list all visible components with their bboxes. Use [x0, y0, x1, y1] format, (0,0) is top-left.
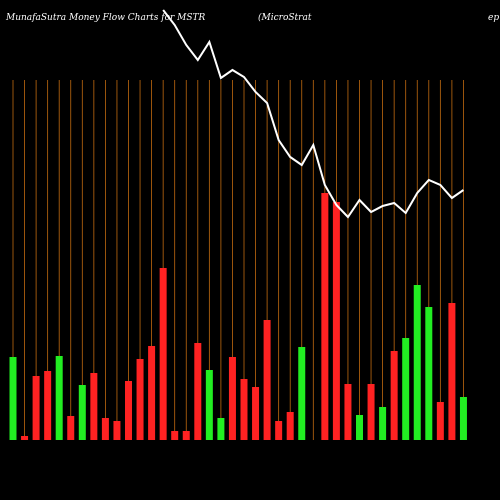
bar [78, 385, 86, 440]
bar [90, 373, 98, 440]
bar [263, 320, 271, 440]
bar [298, 347, 306, 440]
bar [413, 285, 421, 440]
bar [332, 202, 340, 440]
bar [275, 421, 283, 440]
bar [402, 338, 410, 440]
bar [459, 397, 467, 440]
bar [159, 268, 167, 440]
bar [136, 359, 144, 440]
bar [425, 307, 433, 440]
bar [148, 346, 156, 440]
bar [228, 357, 236, 440]
chart-subtitle: (MicroStrat [258, 12, 312, 23]
bar [356, 415, 363, 440]
bar [321, 193, 329, 440]
bar [217, 418, 225, 440]
chart-subtitle-end: ep [488, 13, 499, 23]
bar [21, 436, 29, 440]
bar [113, 421, 121, 440]
bar [367, 384, 375, 440]
bar [390, 351, 398, 440]
bar [379, 407, 387, 440]
bar [55, 356, 63, 440]
chart-title: MunafaSutra Money Flow Charts for MSTR [5, 13, 206, 23]
bar [448, 303, 456, 440]
bar [344, 384, 352, 440]
bar [171, 431, 179, 440]
bar [436, 402, 444, 440]
bar [205, 370, 213, 440]
bar [67, 416, 75, 440]
bar [125, 381, 132, 440]
bar [101, 418, 109, 440]
bar [44, 371, 52, 440]
bar [252, 387, 260, 440]
bar [286, 412, 294, 440]
bar [240, 379, 248, 440]
bar [182, 431, 190, 440]
bar [9, 357, 17, 440]
bar [194, 343, 202, 440]
price-line [162, 9, 465, 219]
bar [32, 376, 40, 440]
